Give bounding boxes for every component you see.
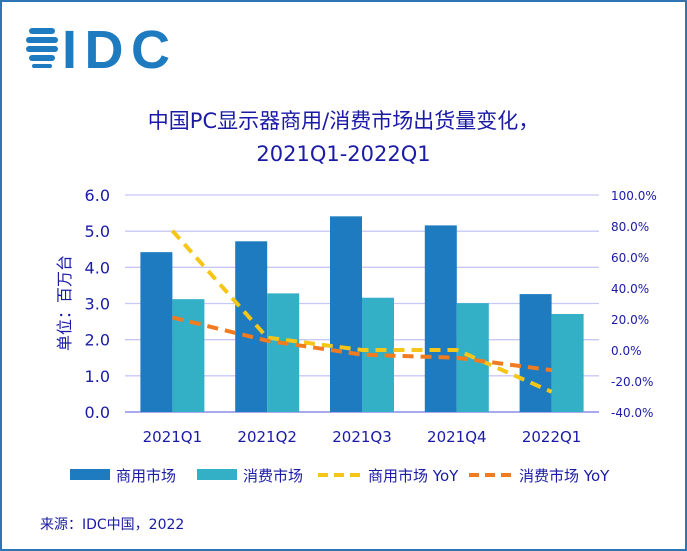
bar-consumer — [551, 313, 584, 412]
idc-logo: IDC — [26, 22, 170, 72]
bar-commercial — [519, 294, 552, 412]
x-tick-label: 2021Q3 — [332, 428, 392, 446]
legend-swatch — [70, 469, 110, 480]
y2-tick-label: 80.0% — [611, 220, 649, 234]
y2-tick-label: 100.0% — [611, 189, 657, 203]
bar-commercial — [235, 241, 268, 412]
bar-consumer — [172, 299, 205, 412]
x-tick-label: 2022Q1 — [522, 428, 582, 446]
y-tick-label: 3.0 — [85, 295, 110, 314]
y-tick-label: 5.0 — [85, 222, 110, 241]
y-axis-label: 单位：百万台 — [55, 255, 74, 351]
legend-label: 商用市场 — [116, 467, 176, 485]
legend-label: 商用市场 YoY — [368, 467, 459, 485]
bar-commercial — [140, 252, 173, 412]
x-tick-label: 2021Q1 — [143, 428, 203, 446]
chart-title: 中国PC显示器商用/消费市场出货量变化， — [147, 109, 540, 133]
y2-tick-label: -20.0% — [611, 375, 653, 389]
chart-area: 0.0 1.0 2.0 3.0 4.0 5.0 6.0 -40.0% -20.0% 0.0% 20.… — [55, 186, 657, 485]
bar-commercial — [424, 225, 457, 412]
y-tick-label: 6.0 — [85, 186, 110, 205]
chart-subtitle: 2021Q1-2022Q1 — [256, 142, 431, 166]
bar-consumer — [267, 293, 300, 412]
legend-swatch — [197, 469, 237, 480]
bar-commercial — [330, 216, 362, 412]
y-tick-label: 1.0 — [85, 367, 110, 386]
x-tick-label: 2021Q4 — [427, 428, 487, 446]
source-note: 来源：IDC中国，2022 — [40, 517, 185, 533]
legend-label: 消费市场 YoY — [519, 467, 610, 485]
y2-tick-label: 20.0% — [611, 313, 649, 327]
legend-label: 消费市场 — [243, 467, 303, 485]
y2-tick-label: 40.0% — [611, 282, 649, 296]
y2-tick-label: -40.0% — [611, 406, 653, 420]
y2-tick-label: 0.0% — [611, 344, 642, 358]
y-tick-label: 0.0 — [85, 403, 110, 422]
y-tick-label: 4.0 — [85, 258, 110, 277]
x-tick-label: 2021Q2 — [237, 428, 297, 446]
y-tick-label: 2.0 — [85, 331, 110, 350]
line-commercial-yoy — [170, 229, 553, 394]
y2-tick-label: 60.0% — [611, 251, 649, 265]
